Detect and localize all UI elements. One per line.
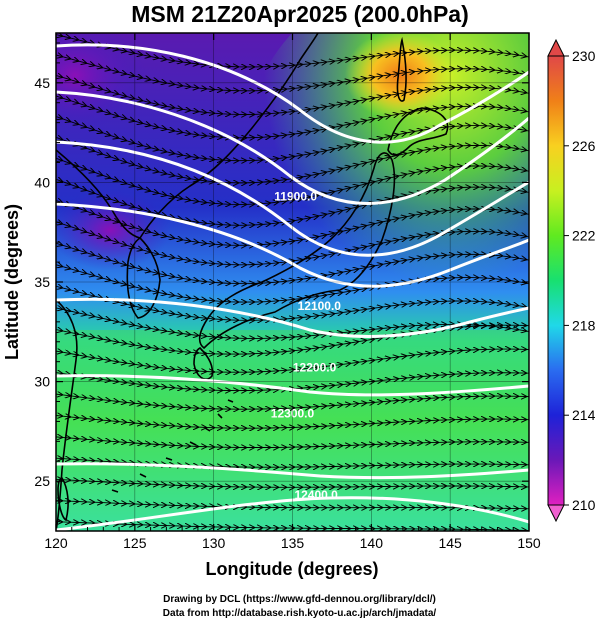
cold-core-north — [56, 33, 145, 130]
korea-coastline — [126, 236, 161, 319]
japan-hokkaido-coastline — [387, 107, 449, 156]
axis-ticks — [55, 33, 530, 531]
warm-core — [345, 33, 455, 120]
contour-line-3 — [56, 140, 529, 257]
gridlines — [56, 33, 529, 531]
contour-line-7 — [56, 462, 529, 480]
streamline — [56, 521, 529, 530]
x-tick-label: 145 — [438, 535, 462, 551]
colorbar-max-arrow — [547, 38, 565, 57]
x-tick-label: 120 — [44, 535, 68, 551]
ryukyu-islands — [111, 399, 234, 493]
coastlines — [56, 33, 449, 531]
streamline — [56, 393, 529, 409]
colorbar-tick-label: 214 — [572, 407, 596, 423]
y-tick-labels: 25 30 35 40 45 — [34, 75, 50, 489]
colorbar: 230 226 222 218 214 210 — [547, 38, 596, 523]
streamline — [56, 415, 529, 429]
colorbar-gradient — [547, 55, 565, 506]
x-tick-label: 130 — [202, 535, 226, 551]
credit-data: Data from http://database.rish.kyoto-u.a… — [162, 608, 437, 619]
streamline — [56, 479, 529, 487]
colorbar-tick-label: 222 — [572, 228, 596, 244]
y-tick-label: 45 — [34, 75, 50, 91]
colorbar-tick-label: 226 — [572, 138, 596, 154]
japan-honshu-coastline — [198, 152, 396, 350]
contour-line-1 — [56, 43, 529, 144]
credit-drawing: Drawing by DCL (https://www.gfd-dennou.o… — [163, 594, 436, 605]
y-tick-label: 25 — [34, 473, 50, 489]
streamline — [56, 436, 529, 447]
y-axis-label: Latitude (degrees) — [2, 204, 22, 360]
contour-line-5 — [56, 297, 529, 338]
x-tick-label: 125 — [123, 535, 147, 551]
contour-label: 12100.0 — [298, 299, 342, 313]
x-tick-labels: 120 125 130 135 140 145 150 — [44, 535, 541, 551]
japan-kyushu-coastline — [193, 347, 214, 380]
x-tick-label: 140 — [360, 535, 384, 551]
colorbar-tick-label: 210 — [572, 497, 596, 513]
contour-line-2 — [56, 90, 529, 205]
colorbar-tick-label: 230 — [572, 48, 596, 64]
y-tick-label: 30 — [34, 374, 50, 390]
streamlines — [56, 32, 529, 530]
colorbar-ticks: 230 226 222 218 214 210 — [564, 48, 596, 513]
contour-line-6 — [56, 374, 529, 397]
chart-title: MSM 21Z20Apr2025 (200.0hPa) — [131, 1, 469, 27]
cold-core-west — [56, 190, 170, 270]
sakhalin-coastline — [396, 36, 407, 102]
y-tick-label: 40 — [34, 174, 50, 190]
y-tick-label: 35 — [34, 274, 50, 290]
contour-line-4 — [56, 202, 529, 288]
contour-label: 12400.0 — [294, 488, 338, 502]
x-axis-label: Longitude (degrees) — [205, 559, 378, 579]
x-tick-label: 135 — [281, 535, 305, 551]
contour-label: 12200.0 — [293, 361, 337, 375]
contour-line-8 — [56, 496, 529, 531]
streamline — [56, 500, 529, 509]
colorbar-tick-label: 218 — [572, 317, 596, 333]
contour-label: 11900.0 — [274, 189, 317, 203]
colorbar-min-arrow — [547, 504, 565, 523]
geopotential-contours — [56, 43, 529, 531]
x-tick-label: 150 — [517, 535, 541, 551]
